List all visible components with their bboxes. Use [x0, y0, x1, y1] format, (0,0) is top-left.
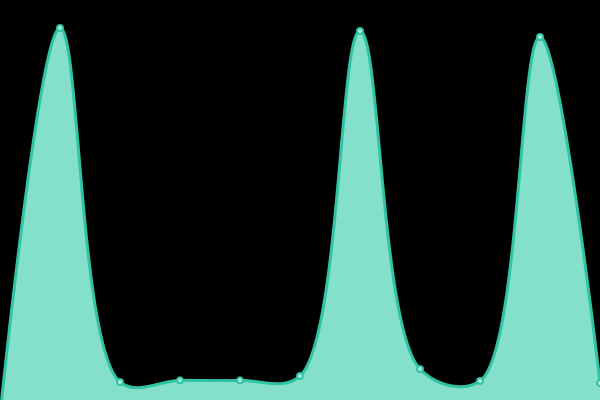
area-fill — [1, 28, 600, 400]
data-point-marker[interactable] — [596, 379, 600, 387]
data-point-markers — [56, 24, 600, 387]
line-stroke — [0, 26, 600, 400]
data-point-marker[interactable] — [236, 376, 244, 385]
data-point-marker[interactable] — [176, 376, 184, 385]
data-point-marker[interactable] — [536, 33, 544, 41]
data-point-marker[interactable] — [296, 372, 304, 380]
data-point-marker[interactable] — [476, 377, 484, 385]
data-point-marker[interactable] — [356, 27, 364, 35]
data-point-marker[interactable] — [416, 365, 424, 373]
data-point-marker[interactable] — [116, 378, 124, 386]
data-point-marker[interactable] — [56, 24, 64, 32]
